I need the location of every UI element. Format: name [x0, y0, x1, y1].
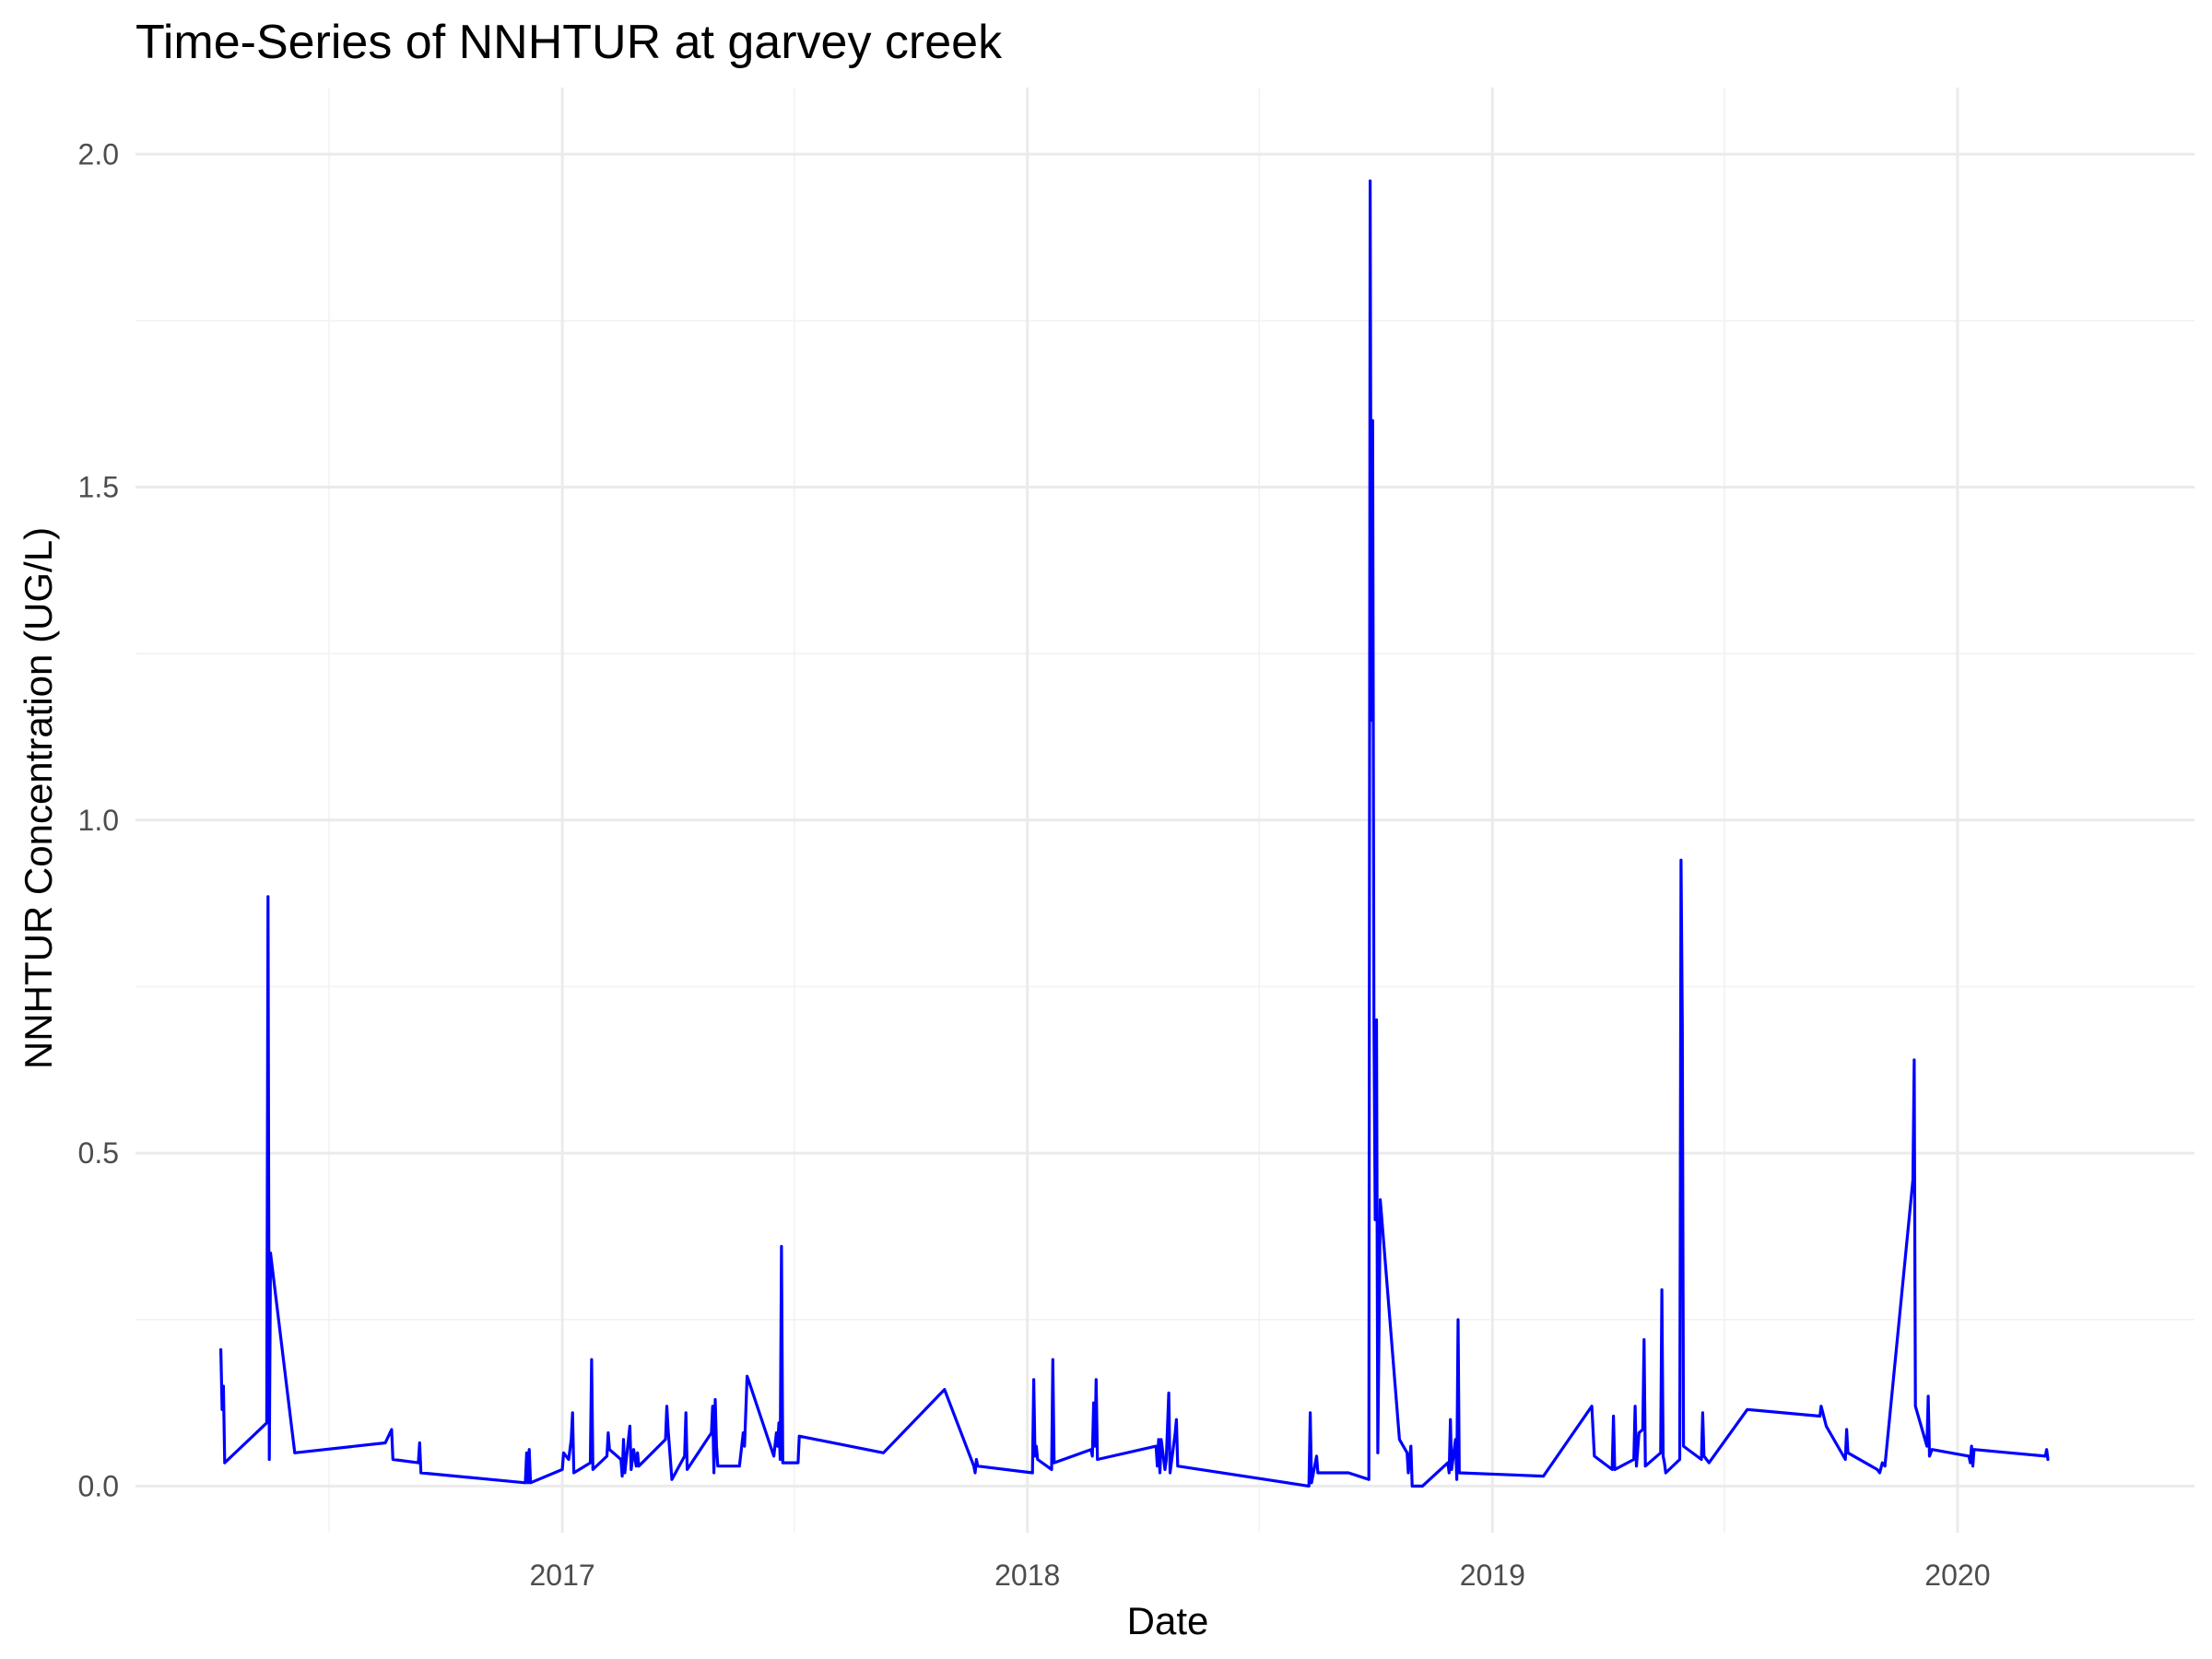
- x-axis-label: Date: [1127, 1599, 1209, 1642]
- y-tick-label: 0.5: [78, 1136, 119, 1170]
- tick-labels: 0.0 0.5 1.0 1.5 2.0 2017 2018 2019 2020: [78, 137, 1991, 1592]
- chart-title: Time-Series of NNHTUR at garvey creek: [135, 16, 1003, 69]
- series-line: [219, 179, 2050, 1488]
- y-tick-label: 2.0: [78, 137, 119, 171]
- x-tick-label: 2019: [1460, 1559, 1525, 1592]
- x-tick-label: 2018: [994, 1559, 1060, 1592]
- x-tick-label: 2017: [530, 1559, 595, 1592]
- y-tick-label: 0.0: [78, 1469, 119, 1502]
- series-layer: [219, 179, 2050, 1488]
- y-axis-label: NNHTUR Concentration (UG/L): [17, 527, 60, 1069]
- minor-gridlines: [135, 88, 2194, 1533]
- y-tick-label: 1.0: [78, 804, 119, 837]
- y-tick-label: 1.5: [78, 471, 119, 504]
- major-gridlines: [135, 88, 2194, 1533]
- x-tick-label: 2020: [1924, 1559, 1990, 1592]
